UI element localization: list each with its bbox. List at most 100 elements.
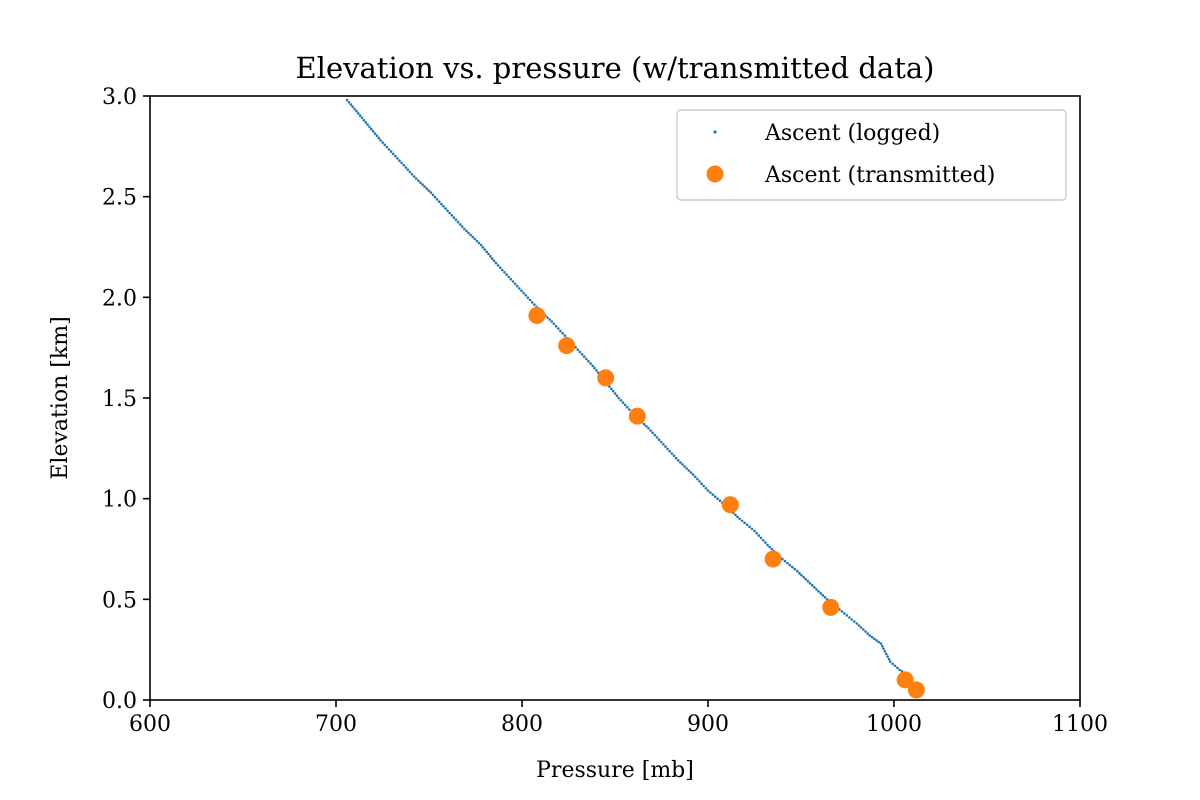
logged-point (857, 624, 861, 627)
logged-point (893, 664, 897, 668)
logged-point (649, 429, 652, 432)
logged-point (645, 424, 648, 428)
logged-point (759, 536, 763, 540)
logged-point (427, 189, 431, 192)
logged-point (804, 577, 808, 581)
logged-point (563, 334, 567, 337)
logged-point (496, 264, 500, 267)
logged-point (770, 547, 774, 551)
logged-point (591, 364, 594, 368)
logged-point (651, 431, 654, 435)
logged-point (494, 261, 498, 265)
logged-point (561, 331, 564, 335)
logged-point (840, 610, 844, 613)
logged-point (412, 175, 416, 178)
logged-point (433, 195, 437, 199)
logged-point (387, 148, 391, 151)
logged-point (501, 268, 504, 272)
logged-point (815, 588, 818, 591)
transmitted-point (628, 407, 646, 425)
logged-point (509, 277, 513, 281)
logged-point (740, 519, 744, 523)
y-tick-label: 3.0 (102, 85, 137, 110)
logged-point (875, 639, 878, 642)
logged-point (800, 573, 803, 577)
logged-point (793, 567, 797, 571)
logged-point (768, 545, 771, 549)
logged-point (485, 250, 489, 254)
logged-point (619, 399, 623, 402)
logged-point (557, 327, 560, 330)
logged-point (360, 116, 364, 120)
logged-point (446, 209, 449, 213)
logged-point (736, 515, 739, 519)
logged-point (417, 179, 420, 182)
logged-point (689, 471, 693, 474)
logged-point (458, 223, 462, 226)
logged-point (806, 579, 810, 583)
logged-point (463, 227, 466, 231)
logged-point (761, 539, 765, 542)
logged-point (483, 248, 487, 251)
logged-point (621, 401, 625, 404)
logged-point (823, 596, 827, 599)
logged-point (672, 454, 676, 458)
logged-point (481, 246, 485, 249)
logged-point (788, 563, 792, 567)
logged-point (877, 640, 880, 644)
y-tick-label: 1.0 (102, 488, 137, 513)
logged-point (898, 668, 901, 672)
logged-point (704, 487, 708, 490)
logged-point (668, 449, 671, 453)
logged-point (679, 461, 682, 464)
logged-point (595, 369, 598, 372)
logged-point (475, 239, 479, 243)
logged-point (642, 422, 646, 426)
logged-point (848, 616, 851, 619)
logged-point (425, 187, 429, 190)
legend-marker-logged (713, 130, 717, 134)
logged-point (355, 109, 358, 113)
logged-point (889, 660, 892, 663)
logged-point (526, 296, 530, 300)
y-tick-label: 1.5 (102, 387, 137, 412)
x-tick-label: 700 (315, 712, 357, 737)
logged-point (408, 170, 412, 174)
logged-point (507, 275, 511, 279)
legend: Ascent (logged) Ascent (transmitted) (676, 109, 1067, 201)
plot-frame (149, 95, 1081, 701)
logged-point (554, 324, 558, 328)
logged-point (623, 403, 627, 407)
logged-point (548, 318, 551, 321)
legend-marker-transmitted (706, 165, 724, 183)
logged-point (617, 396, 620, 400)
y-tick-label: 2.0 (102, 286, 137, 311)
transmitted-point (597, 369, 615, 387)
logged-point (659, 440, 663, 444)
logged-point (674, 456, 678, 460)
x-tick-label: 1100 (1052, 712, 1108, 737)
y-tick-label: 2.5 (102, 186, 137, 211)
logged-point (469, 233, 472, 237)
logged-point (471, 235, 475, 239)
logged-point (718, 499, 722, 503)
logged-point (345, 98, 349, 102)
logged-point (456, 220, 460, 224)
logged-point (349, 103, 353, 106)
ticks-layer: 600 700 800 900 1000 1100 0.0 0.5 1.0 1.5 2.0 2.5 3.… (102, 85, 1108, 737)
logged-point (505, 273, 508, 276)
logged-point (625, 405, 629, 409)
logged-point (546, 316, 549, 319)
logged-point (490, 257, 494, 260)
logged-point (666, 447, 669, 451)
logged-point (410, 173, 414, 176)
logged-point (786, 561, 789, 565)
logged-point (389, 150, 393, 153)
logged-point (653, 433, 657, 437)
logged-point (552, 322, 556, 326)
logged-point (358, 114, 362, 117)
logged-point (364, 121, 368, 124)
logged-point (347, 101, 351, 104)
logged-point (683, 465, 686, 468)
y-axis-label: Elevation [km] (48, 316, 73, 479)
